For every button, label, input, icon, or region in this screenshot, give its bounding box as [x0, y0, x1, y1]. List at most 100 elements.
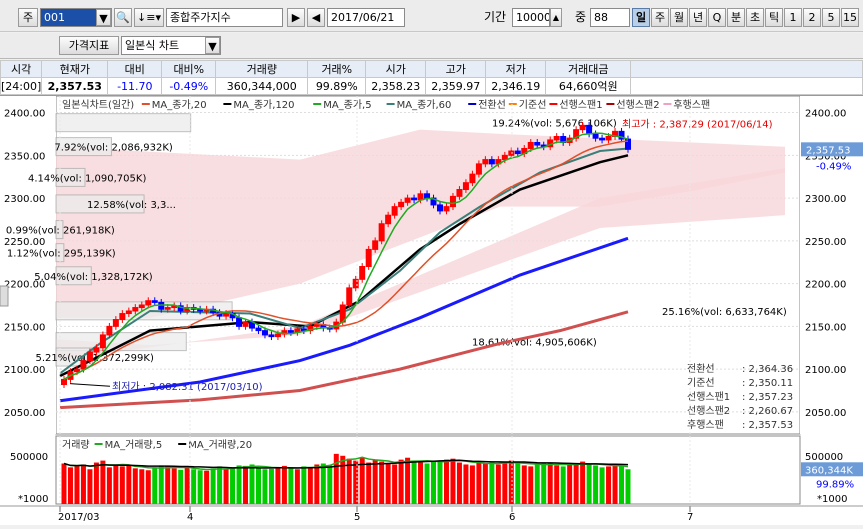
volume-bar-32 [268, 468, 274, 504]
sort-icon[interactable]: ↓≡▾ [134, 8, 164, 27]
quote-header-6: 시가 [365, 60, 427, 78]
candle-84 [605, 136, 612, 141]
candle-69 [508, 150, 515, 156]
interval-button-0[interactable]: 일 [632, 8, 650, 27]
candle-50 [385, 214, 392, 225]
volume-bar-87 [625, 469, 631, 504]
volume-bar-42 [333, 453, 339, 504]
volume-bar-34 [281, 465, 287, 504]
next-arrow-icon[interactable]: ▶ [287, 8, 305, 27]
candle-47 [365, 248, 372, 267]
y-tick-right-0: 2400.00 [805, 109, 846, 120]
chart-kind-chevron-icon[interactable]: ▼ [205, 37, 220, 54]
code-combo[interactable]: 001 [40, 8, 112, 27]
interval-button-5[interactable]: 분 [727, 8, 745, 27]
volume-bar-8 [113, 465, 119, 504]
period-label: 기간 [484, 10, 507, 24]
interval-button-1[interactable]: 주 [651, 8, 669, 27]
date-value: 2017/06/21 [331, 11, 395, 24]
count-input[interactable]: 88 [590, 8, 630, 27]
volume-bar-67 [495, 464, 501, 504]
volume-profile-bar-0 [55, 113, 192, 133]
period-input[interactable]: 10000 [512, 8, 550, 27]
y-tick-left-1: 2350.00 [4, 151, 45, 162]
candle-25 [223, 313, 230, 317]
quote-header-spacer [630, 60, 863, 78]
price-indicator-button[interactable]: 가격지표 [59, 36, 119, 55]
search-icon[interactable]: 🔍 [114, 8, 132, 27]
price-chart[interactable]: 2400.00 2400.00 2350.00 2350.00 2300.00 2300.… [0, 95, 863, 526]
code-dropdown-chevron-icon[interactable]: ▼ [96, 9, 111, 26]
volume-bar-83 [599, 467, 605, 504]
interval-button-4[interactable]: Q [708, 8, 726, 27]
quote-header-9: 거래대금 [545, 60, 632, 78]
volume-bar-78 [567, 464, 573, 504]
volume-profile-bar-1 [55, 137, 112, 157]
volume-bar-80 [580, 461, 586, 504]
x-tick-3: 6 [509, 512, 515, 523]
volume-bar-72 [528, 466, 534, 504]
interval-button-9[interactable]: 2 [803, 8, 821, 27]
candle-4 [86, 351, 93, 362]
volume-bar-45 [353, 460, 359, 504]
current-price-text: 2,357.53 [806, 145, 851, 156]
interval-button-7[interactable]: 틱 [765, 8, 783, 27]
prev-arrow-icon[interactable]: ◀ [307, 8, 325, 27]
date-input[interactable]: 2017/06/21 [327, 8, 405, 27]
volume-bar-12 [139, 469, 145, 504]
y-tick-left-2: 2300.00 [4, 194, 45, 205]
candle-61 [456, 189, 463, 197]
volume-profile-bar-8 [55, 332, 187, 352]
quote-value-2: -11.70 [107, 77, 163, 95]
quote-value-5: 99.89% [307, 77, 367, 95]
volume-bar-41 [327, 465, 333, 504]
top-toolbar: 주 001 ▼ 🔍 ↓≡▾ 종합주가지수 ▶ ◀ 2017/06/21 기간 1… [0, 0, 863, 32]
volume-bar-21 [197, 470, 203, 504]
volume-bar-43 [340, 455, 346, 504]
interval-button-11[interactable]: 15 [841, 8, 859, 27]
volume-bar-63 [469, 465, 475, 504]
legend-item-6: 기준선 [519, 99, 547, 111]
candle-8 [112, 319, 119, 327]
interval-button-6[interactable]: 초 [746, 8, 764, 27]
stock-name-field[interactable]: 종합주가지수 [166, 8, 283, 27]
y-tick-left-3: 2250.00 [4, 237, 45, 248]
volume-bar-44 [346, 458, 352, 504]
volume-bar-48 [372, 459, 378, 504]
volume-bar-2 [74, 465, 80, 504]
interval-button-2[interactable]: 월 [670, 8, 688, 27]
candle-70 [514, 150, 521, 155]
volume-profile-label-4: 0.99%(vol: 261,918K) [6, 226, 115, 237]
volume-bar-37 [301, 466, 307, 504]
candle-14 [151, 300, 158, 303]
volume-bar-81 [586, 464, 592, 504]
interval-button-8[interactable]: 1 [784, 8, 802, 27]
candle-13 [145, 300, 152, 306]
chart-area[interactable]: 2400.00 2400.00 2350.00 2350.00 2300.00 2300.… [0, 95, 863, 525]
candle-49 [378, 223, 385, 242]
chart-kind-select[interactable]: 일본식 차트 [121, 36, 221, 55]
volume-bar-19 [184, 467, 190, 504]
span1-line [59, 236, 629, 403]
volume-profile-label-6: 5.04%(vol: 1,328,172K) [34, 272, 152, 283]
volume-profile-label-8: 18.61%(vol: 4,905,606K) [472, 338, 597, 349]
candle-44 [346, 287, 353, 306]
candle-63 [469, 173, 476, 184]
volume-bar-30 [255, 468, 261, 504]
quote-header-0: 시각 [0, 60, 43, 78]
quote-table: 시각 현재가 대비 대비% 거래량 거래% 시가 고가 저가 거래대금 [24:00] 2,357.… [0, 60, 863, 95]
ichimoku-value-0: : 2,364.36 [742, 364, 793, 375]
candle-18 [177, 305, 184, 312]
current-price-tag [801, 142, 863, 157]
candle-81 [586, 124, 593, 135]
market-tab[interactable]: 주 [18, 8, 38, 27]
interval-button-10[interactable]: 5 [822, 8, 840, 27]
interval-button-3[interactable]: 년 [689, 8, 707, 27]
vol-ma20-line [63, 459, 629, 469]
y-tick-right-2: 2300.00 [805, 194, 846, 205]
quote-header-7: 고가 [425, 60, 487, 78]
volume-bar-75 [547, 462, 553, 504]
volume-bar-65 [482, 463, 488, 504]
period-spinner-icon[interactable]: ▲ [550, 8, 562, 27]
candle-3 [80, 360, 87, 370]
